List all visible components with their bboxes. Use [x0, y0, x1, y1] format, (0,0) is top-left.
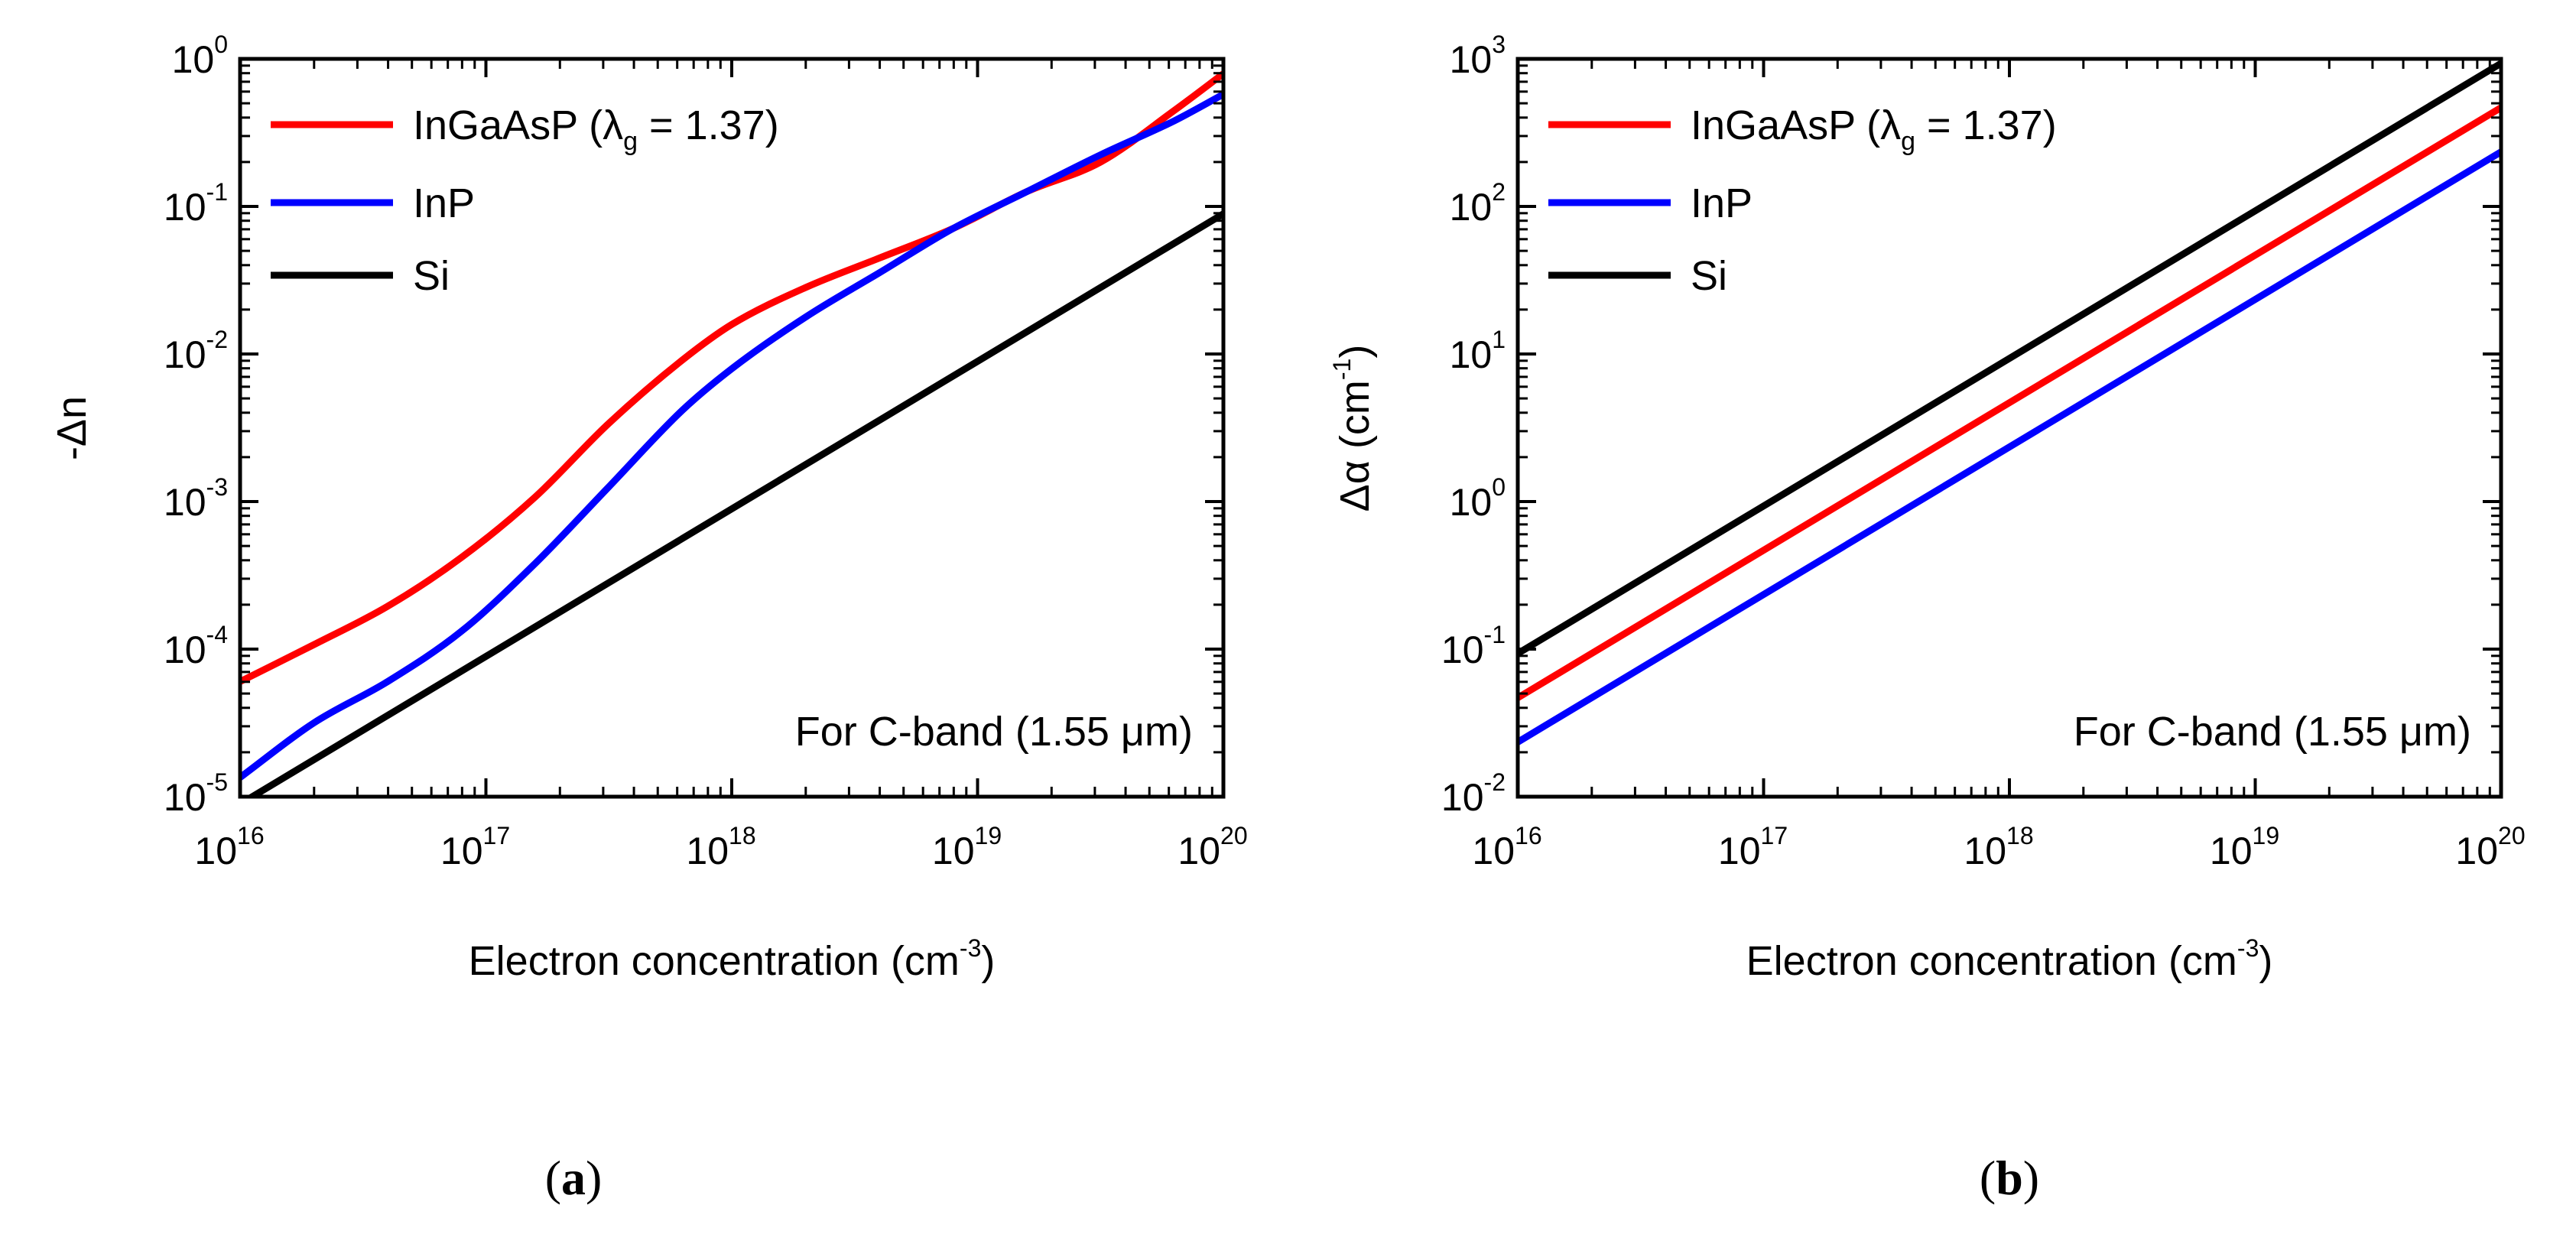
- panel-a-line-si: [245, 210, 1223, 797]
- y-tick-label: 10-2: [164, 326, 228, 376]
- x-tick-label: 1017: [440, 822, 510, 872]
- panel-b-caption: (b): [1980, 1151, 2039, 1205]
- y-tick-label: 102: [1450, 178, 1506, 229]
- panel-b-x-axis-label: Electron concentration (cm-3): [1746, 934, 2273, 984]
- panel-b-curves: [1518, 60, 2501, 745]
- y-tick-label: 100: [172, 31, 228, 81]
- panel-b: 1016 1017 1018 1019 1020 103 102 101 100 10-1 10-…: [1328, 31, 2526, 1205]
- panel-a-x-tick-labels: 1016 1017 1018 1019 1020: [194, 822, 1247, 872]
- panel-b-legend: InGaAsP (λg = 1.37) InP Si: [1548, 102, 2057, 299]
- legend-label-si: Si: [413, 253, 450, 299]
- panel-b-series-group: [1518, 60, 2501, 745]
- x-tick-label: 1020: [2455, 822, 2525, 872]
- panel-b-x-tick-labels: 1016 1017 1018 1019 1020: [1472, 822, 2525, 872]
- y-tick-label: 10-2: [1441, 768, 1506, 819]
- panel-b-line-si: [1518, 60, 2501, 657]
- y-tick-label: 103: [1450, 31, 1506, 81]
- panel-a-caption: (a): [545, 1151, 603, 1205]
- y-tick-label: 10-1: [164, 178, 228, 229]
- y-tick-label: 101: [1450, 326, 1506, 376]
- y-tick-label: 10-3: [164, 473, 228, 524]
- x-tick-label: 1017: [1718, 822, 1788, 872]
- legend-label-inp: InP: [413, 180, 475, 226]
- panel-a-y-tick-labels: 100 10-1 10-2 10-3 10-4 10-5: [164, 31, 228, 819]
- y-tick-label: 10-4: [164, 621, 228, 671]
- legend-label-ingaasp: InGaAsP (λg = 1.37): [1691, 102, 2057, 156]
- panel-a-x-axis-label: Electron concentration (cm-3): [469, 934, 996, 984]
- x-tick-label: 1018: [686, 822, 755, 872]
- panel-a-line-inp: [240, 91, 1223, 781]
- panel-b-line-inp: [1518, 148, 2501, 745]
- legend-label-inp: InP: [1691, 180, 1753, 226]
- panel-a-ticks: [239, 57, 1225, 798]
- panel-a: 1016 1017 1018 1019 1020 100 10-1 10-2 10-3 10-4…: [49, 31, 1248, 1205]
- y-tick-label: 10-1: [1441, 621, 1506, 671]
- y-tick-label: 10-5: [164, 768, 228, 819]
- panel-b-annotation: For C-band (1.55 μm): [2074, 709, 2471, 755]
- panel-b-y-axis-label: Δα (cm-1): [1328, 345, 1378, 512]
- panel-a-line-ingaasp: [240, 70, 1223, 685]
- panel-b-y-tick-labels: 103 102 101 100 10-1 10-2: [1441, 31, 1506, 819]
- panel-a-y-axis-label: -Δn: [49, 396, 95, 460]
- x-tick-label: 1016: [194, 822, 264, 872]
- x-tick-label: 1019: [2210, 822, 2279, 872]
- legend-label-si: Si: [1691, 253, 1727, 299]
- panel-a-legend: InGaAsP (λg = 1.37) InP Si: [271, 102, 779, 299]
- panel-b-line-ingaasp: [1518, 104, 2501, 701]
- y-tick-label: 100: [1450, 473, 1506, 524]
- legend-label-ingaasp: InGaAsP (λg = 1.37): [413, 102, 779, 156]
- panel-a-series-group: [240, 70, 1223, 797]
- x-tick-label: 1020: [1178, 822, 1247, 872]
- panel-b-ticks: [1516, 57, 2503, 798]
- panel-a-curves: [240, 70, 1223, 797]
- x-tick-label: 1019: [932, 822, 1002, 872]
- x-tick-label: 1018: [1964, 822, 2033, 872]
- x-tick-label: 1016: [1472, 822, 1541, 872]
- panel-b-plot-frame: [1515, 57, 2503, 799]
- panel-a-annotation: For C-band (1.55 μm): [795, 709, 1193, 755]
